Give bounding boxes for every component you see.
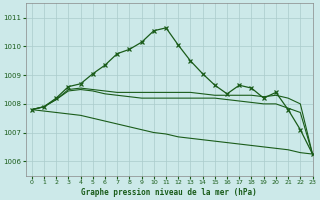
X-axis label: Graphe pression niveau de la mer (hPa): Graphe pression niveau de la mer (hPa) [81,188,257,197]
